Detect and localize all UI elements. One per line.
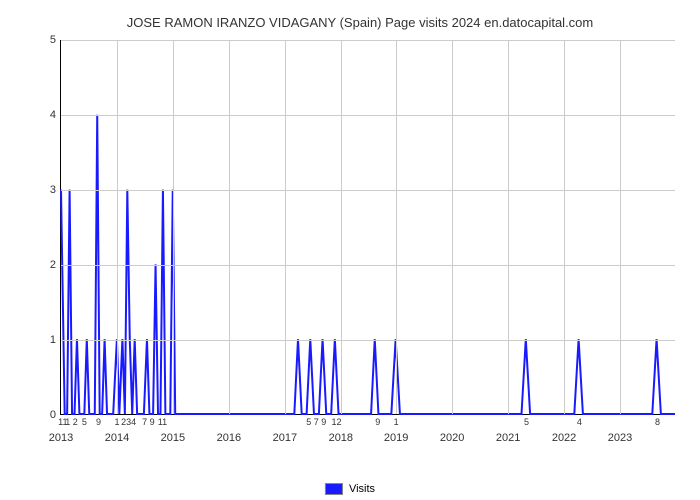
legend-swatch [325, 483, 343, 495]
gridline-h [61, 190, 675, 191]
x-month-label: 4 [577, 417, 582, 427]
x-month-label: 5 7 9 [306, 417, 326, 427]
gridline-v [341, 40, 342, 414]
x-month-label: 12 [332, 417, 342, 427]
x-month-label: 5 [524, 417, 529, 427]
chart-title: JOSE RAMON IRANZO VIDAGANY (Spain) Page … [40, 15, 680, 30]
x-month-label: 7 9 [142, 417, 155, 427]
x-month-label: 1 [394, 417, 399, 427]
x-month-label: 11 [158, 417, 167, 427]
x-year-label: 2017 [273, 432, 297, 444]
visits-chart: JOSE RAMON IRANZO VIDAGANY (Spain) Page … [40, 15, 680, 445]
y-tick-label: 3 [50, 184, 56, 196]
x-year-label: 2021 [496, 432, 520, 444]
gridline-h [61, 340, 675, 341]
line-series [61, 40, 675, 414]
x-year-label: 2023 [608, 432, 632, 444]
gridline-v [173, 40, 174, 414]
x-year-label: 2018 [329, 432, 353, 444]
x-year-label: 2020 [440, 432, 464, 444]
legend-label: Visits [349, 483, 375, 495]
gridline-h [61, 265, 675, 266]
x-month-label: 5 [82, 417, 87, 427]
gridline-v [620, 40, 621, 414]
x-month-label: 1 [114, 417, 119, 427]
y-tick-label: 2 [50, 259, 56, 271]
legend: Visits [325, 483, 375, 495]
y-tick-label: 0 [50, 409, 56, 421]
x-year-label: 2022 [552, 432, 576, 444]
x-year-label: 2013 [49, 432, 73, 444]
x-month-label: 1 2 [65, 417, 78, 427]
y-tick-label: 5 [50, 34, 56, 46]
x-year-label: 2015 [161, 432, 185, 444]
x-month-label: 234 [121, 417, 136, 427]
gridline-v [452, 40, 453, 414]
gridline-v [117, 40, 118, 414]
x-month-label: 9 [96, 417, 101, 427]
gridline-h [61, 115, 675, 116]
x-year-label: 2016 [217, 432, 241, 444]
plot-area: 0123452013201420152016201720182019202020… [60, 40, 675, 415]
gridline-v [564, 40, 565, 414]
gridline-v [229, 40, 230, 414]
y-tick-label: 1 [50, 334, 56, 346]
gridline-h [61, 40, 675, 41]
gridline-v [508, 40, 509, 414]
gridline-v [285, 40, 286, 414]
gridline-v [396, 40, 397, 414]
x-month-label: 9 [375, 417, 380, 427]
x-year-label: 2014 [105, 432, 129, 444]
x-year-label: 2019 [384, 432, 408, 444]
x-month-label: 8 [655, 417, 660, 427]
y-tick-label: 4 [50, 109, 56, 121]
